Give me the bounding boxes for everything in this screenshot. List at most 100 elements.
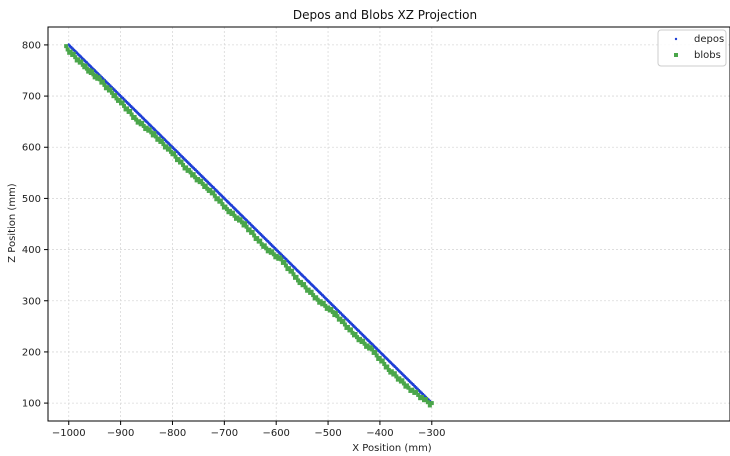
blobs-point (427, 403, 432, 408)
blobs-point (230, 210, 235, 215)
legend-label-blobs: blobs (694, 50, 721, 61)
blobs-point (404, 383, 409, 388)
blobs-point (159, 138, 164, 143)
blobs-point (200, 181, 205, 186)
blobs-point (188, 170, 193, 175)
blobs-point (168, 149, 173, 154)
blobs-point (128, 108, 133, 113)
blobs-point (353, 331, 358, 336)
blobs-point (129, 112, 134, 117)
blobs-point (241, 223, 246, 228)
blobs-point (410, 387, 415, 392)
blobs-point (258, 238, 263, 243)
legend-marker-blobs (674, 53, 678, 57)
blobs-point (73, 55, 78, 60)
blobs-point (212, 193, 217, 198)
blobs-point (392, 371, 397, 376)
blobs-point (345, 324, 350, 329)
blobs-point (120, 100, 125, 105)
blobs-point (299, 279, 304, 284)
blobs-point (134, 117, 139, 122)
blobs-point (79, 59, 84, 64)
blobs-point (105, 85, 110, 90)
blobs-point (132, 114, 137, 119)
blobs-point (326, 305, 331, 310)
blobs-point (294, 274, 299, 279)
blobs-point (97, 77, 102, 82)
blobs-point (368, 345, 373, 350)
blobs-point (365, 343, 370, 348)
blobs-point (235, 215, 240, 220)
blobs-point (153, 134, 158, 139)
blobs-point (181, 162, 186, 167)
blobs-point (108, 87, 113, 92)
blobs-point (348, 327, 353, 332)
blobs-point (203, 183, 208, 188)
series-layer (64, 43, 434, 408)
blobs-point (311, 293, 316, 298)
plot-frame (47, 26, 730, 422)
blobs-point (264, 246, 269, 251)
blobs-point (109, 90, 114, 95)
blobs-point (125, 106, 130, 111)
blobs-point (382, 361, 387, 366)
blobs-point (321, 300, 326, 305)
blobs-point (380, 358, 385, 363)
blobs-point (406, 385, 411, 390)
blobs-point (370, 347, 375, 352)
blobs-point (223, 204, 228, 209)
blobs-point (232, 213, 237, 218)
blobs-point (122, 103, 127, 108)
blobs-point (84, 66, 89, 71)
blobs-point (286, 266, 291, 271)
x-tick-label: −800 (159, 428, 186, 439)
blobs-point (400, 378, 405, 383)
blobs-point (259, 242, 264, 247)
blobs-point (333, 310, 338, 315)
blobs-point (289, 268, 294, 273)
blobs-point (76, 57, 81, 62)
blobs-point (240, 220, 245, 225)
blobs-point (215, 196, 220, 201)
blobs-point (361, 338, 366, 343)
x-axis: −1000 −900 −800 −700 −600 −500 −400 −300 (52, 421, 446, 439)
blobs-point (191, 172, 196, 177)
blobs-point (227, 208, 232, 213)
blobs-point (71, 51, 76, 56)
blobs-point (247, 227, 252, 232)
blobs-point (179, 159, 184, 164)
y-tick-label: 700 (22, 92, 41, 103)
blobs-point (147, 127, 152, 132)
blobs-point (342, 322, 347, 327)
blobs-point (114, 96, 119, 101)
blobs-point (167, 146, 172, 151)
blobs-point (318, 299, 323, 304)
x-tick-label: −1000 (52, 428, 86, 439)
blobs-point (279, 257, 284, 262)
y-tick-label: 200 (22, 347, 41, 358)
blobs-point (374, 353, 379, 358)
blobs-point (102, 82, 107, 87)
blobs-point (314, 295, 319, 300)
blobs-point (350, 330, 355, 335)
y-tick-label: 300 (22, 296, 41, 307)
blobs-point (161, 142, 166, 147)
y-axis-label: Z Position (mm) (7, 183, 18, 263)
blobs-point (83, 63, 88, 68)
blobs-point (141, 123, 146, 128)
blobs-point (309, 289, 314, 294)
blobs-point (282, 259, 287, 264)
blobs-point (90, 69, 95, 74)
blobs-point (377, 355, 382, 360)
blobs-point (80, 62, 85, 67)
blobs-point (91, 72, 96, 77)
blobs-point (296, 278, 301, 283)
blobs-point (93, 73, 98, 78)
blobs-point (65, 47, 70, 52)
blobs-point (429, 401, 434, 406)
blobs-point (87, 68, 92, 73)
blobs-point (218, 198, 223, 203)
y-tick-label: 600 (22, 143, 41, 154)
blobs-point (164, 144, 169, 149)
